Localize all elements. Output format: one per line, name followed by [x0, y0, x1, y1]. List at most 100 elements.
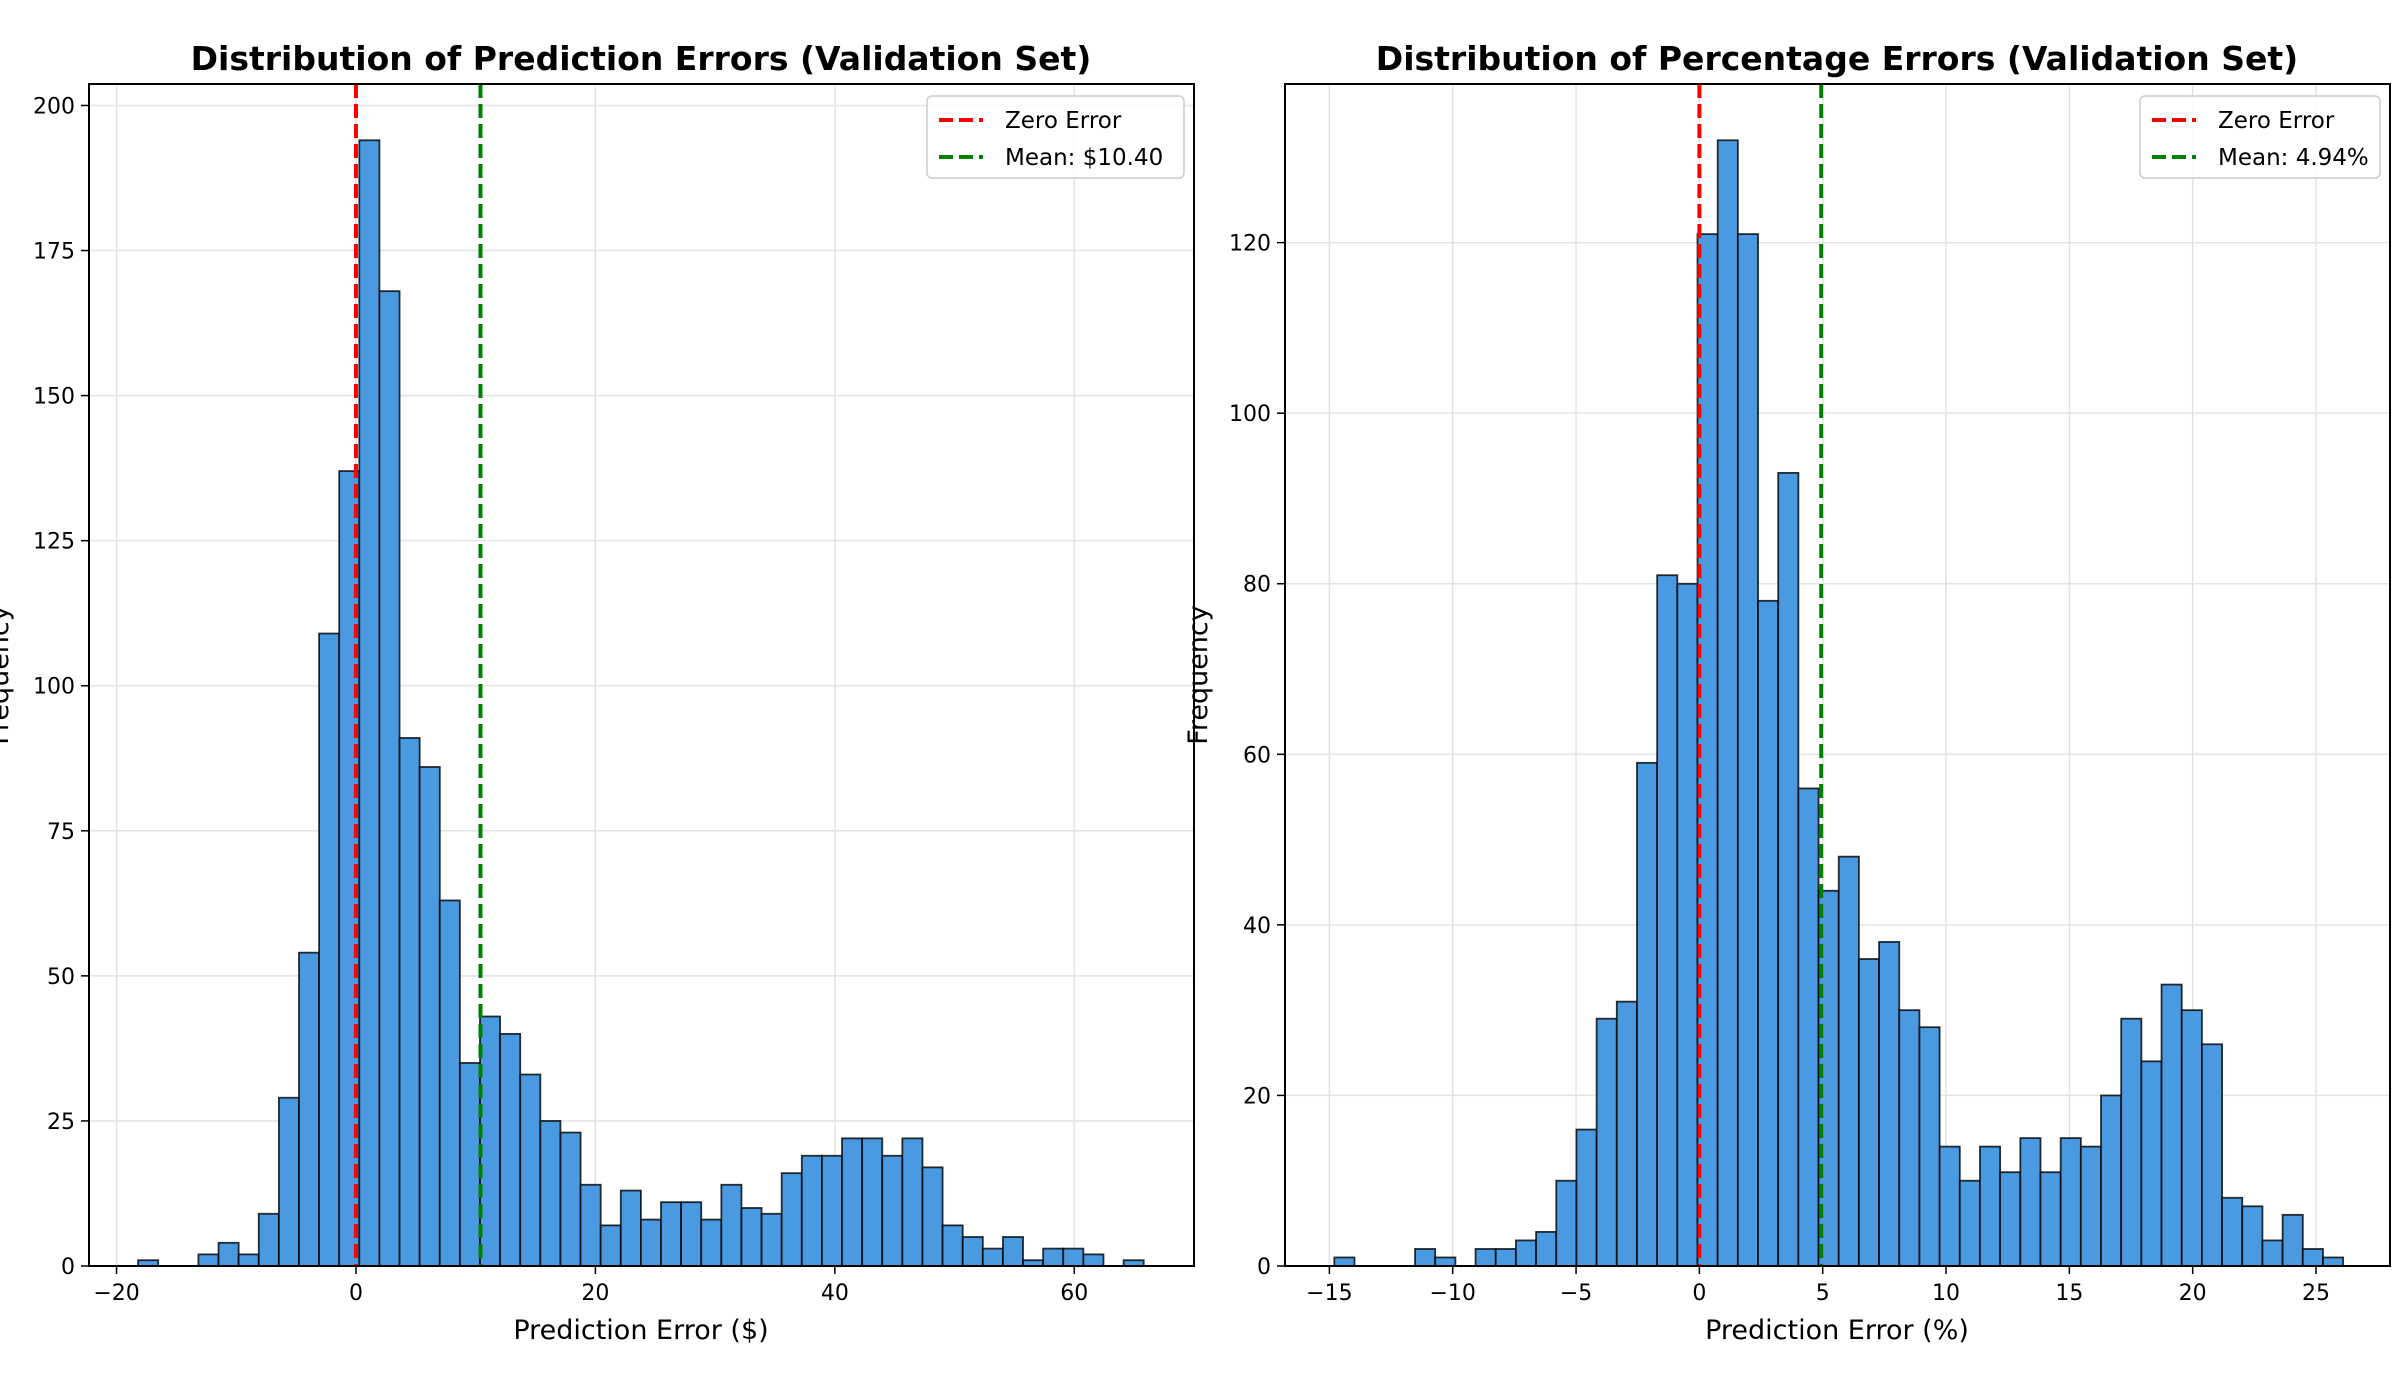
histogram-bar [1615, 1000, 1638, 1267]
legend: Zero Error Mean: $10.40 [926, 95, 1185, 179]
histogram-bar [2079, 1145, 2102, 1267]
histogram-bar [780, 1172, 803, 1267]
histogram-bar [961, 1236, 984, 1267]
x-tick-label: −5 [1560, 1281, 1592, 1306]
x-tick-label: −10 [1430, 1281, 1476, 1306]
x-tick-label: 60 [1060, 1281, 1088, 1306]
x-tick-label: −20 [93, 1281, 139, 1306]
histogram-bar [680, 1201, 703, 1267]
histogram-bar [1979, 1145, 2002, 1267]
chart-title: Distribution of Percentage Errors (Valid… [1376, 39, 2298, 78]
y-tick-label: 75 [47, 820, 75, 845]
histogram-bar [2201, 1043, 2223, 1267]
histogram-bar [1878, 941, 1901, 1267]
histogram-bar [1958, 1179, 1981, 1267]
x-tick-label: 0 [349, 1281, 363, 1306]
chart-prediction-errors: −20 0 20 40 60 0 25 50 75 100 125 150 175 200 Distrib… [0, 39, 1195, 1346]
legend-label: Zero Error [1005, 108, 1122, 134]
histogram-bar [640, 1218, 662, 1267]
histogram-bar [1676, 582, 1699, 1267]
y-tick-label: 20 [1243, 1084, 1271, 1109]
histogram-bar [539, 1120, 562, 1267]
histogram-bar [1494, 1248, 1517, 1267]
histogram-bar [217, 1241, 240, 1267]
y-axis-label: Frequency [0, 605, 15, 745]
histogram-bar [720, 1183, 743, 1267]
y-tick-label: 40 [1243, 914, 1271, 939]
histogram-bar [378, 290, 401, 1267]
histogram-bar [418, 766, 441, 1267]
axes-frame [88, 83, 1195, 1267]
y-tick-label: 0 [1257, 1255, 1271, 1280]
histogram-bar [298, 951, 320, 1267]
y-tick-label: 125 [33, 530, 75, 555]
x-tick-label: 0 [1692, 1281, 1706, 1306]
histogram-bar [318, 632, 341, 1267]
histogram-bar [257, 1212, 280, 1267]
histogram-bar [1474, 1248, 1497, 1267]
histogram-bar [1938, 1145, 1961, 1267]
legend-label: Mean: $10.40 [1005, 145, 1163, 171]
histogram-bar [237, 1253, 260, 1267]
x-tick-label: 15 [2055, 1281, 2083, 1306]
histogram-bar [2160, 983, 2183, 1267]
histogram-bar [1757, 599, 1780, 1267]
histogram-bar [2301, 1248, 2324, 1267]
histogram-bar [499, 1032, 522, 1267]
histogram-bar [700, 1218, 723, 1267]
histogram-bar [1636, 761, 1659, 1267]
histogram-bar [2120, 1017, 2143, 1267]
histogram-bar [2180, 1009, 2203, 1267]
legend-box [2139, 95, 2381, 179]
histogram-bar [398, 737, 421, 1267]
histogram-bar [2261, 1239, 2284, 1267]
legend-label: Mean: 4.94% [2218, 145, 2369, 171]
x-tick-label: 20 [2179, 1281, 2207, 1306]
histogram-bar [599, 1224, 622, 1267]
chart-title: Distribution of Prediction Errors (Valid… [191, 39, 1092, 78]
chart-percentage-errors: −15 −10 −5 0 5 10 15 20 25 0 20 40 60 80 100 120 Distri… [1183, 39, 2391, 1346]
histogram-bar [1736, 233, 1759, 1267]
histogram-bar [841, 1137, 864, 1267]
histogram-bar [1434, 1256, 1457, 1267]
x-tick-label: 20 [581, 1281, 609, 1306]
histogram-bar [579, 1183, 602, 1267]
histogram-bar [1414, 1248, 1437, 1267]
legend-label: Zero Error [2218, 108, 2335, 134]
y-tick-label: 25 [47, 1110, 75, 1135]
histogram-bar [2059, 1137, 2082, 1267]
histogram-bar [821, 1154, 843, 1267]
histogram-bar [921, 1166, 944, 1267]
histogram-bar [1333, 1256, 1356, 1267]
histogram-bar [1042, 1247, 1065, 1267]
axes-frame [1284, 83, 2391, 1267]
histogram-bar [1716, 139, 1739, 1267]
y-tick-label: 200 [33, 94, 75, 119]
x-axis-label: Prediction Error (%) [1705, 1315, 1969, 1346]
histogram-bar [1858, 958, 1880, 1267]
histogram-bar [901, 1137, 924, 1267]
histogram-bar [519, 1073, 542, 1267]
histogram-bar [2019, 1137, 2042, 1267]
histogram-bar [760, 1212, 783, 1267]
histogram-bar [2100, 1094, 2123, 1267]
x-axis-label: Prediction Error ($) [513, 1315, 768, 1346]
histogram-bar [1575, 1128, 1598, 1267]
histogram-bar [1837, 855, 1860, 1267]
x-tick-label: 25 [2302, 1281, 2330, 1306]
histogram-bar [800, 1154, 823, 1267]
y-tick-label: 80 [1243, 573, 1271, 598]
histogram-bar [438, 899, 461, 1267]
histogram-bar [458, 1062, 481, 1267]
histogram-bar [2140, 1060, 2163, 1267]
y-tick-label: 100 [33, 675, 75, 700]
histogram-bar [559, 1131, 582, 1267]
histogram-bar [619, 1189, 642, 1267]
histogram-bar [881, 1154, 904, 1267]
histogram-bar [1082, 1253, 1105, 1267]
y-axis-label: Frequency [1183, 605, 1214, 745]
histogram-bar [1002, 1236, 1024, 1267]
histogram-bar [660, 1201, 683, 1267]
y-tick-label: 100 [1229, 402, 1271, 427]
histogram-bar [1535, 1230, 1558, 1267]
